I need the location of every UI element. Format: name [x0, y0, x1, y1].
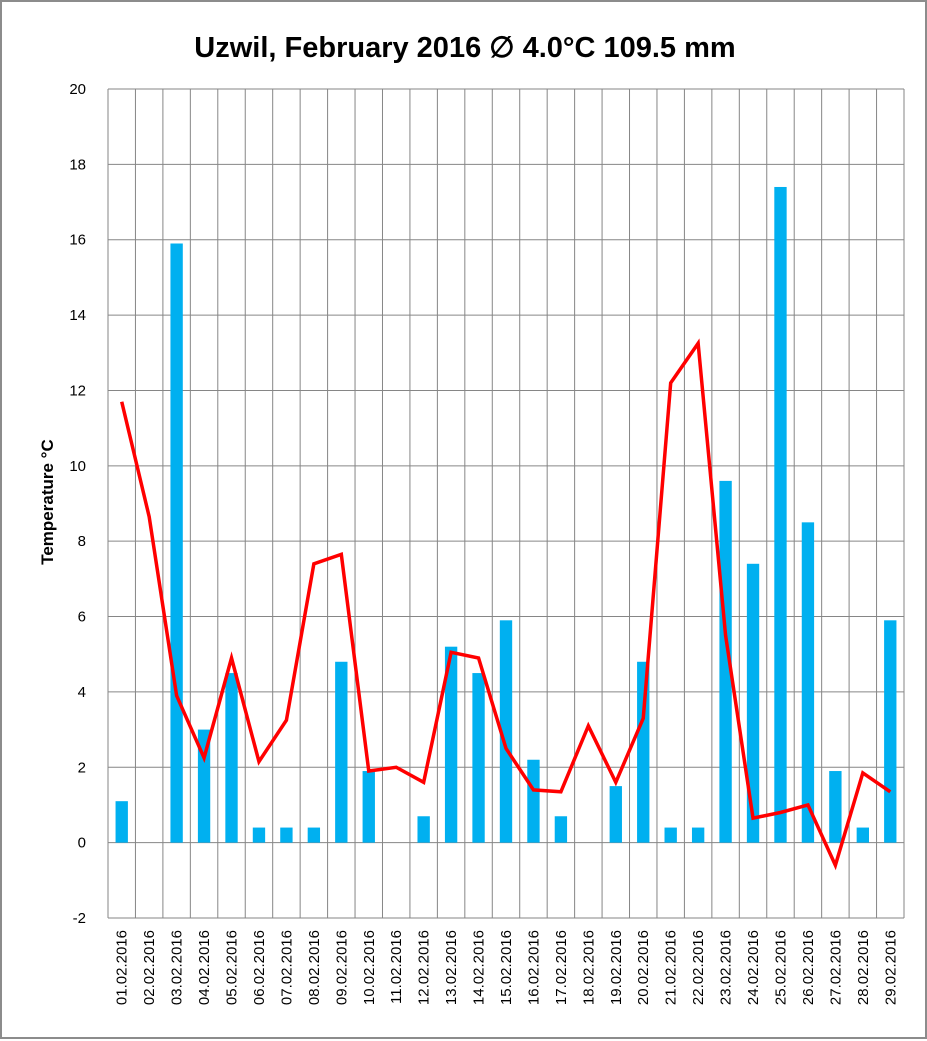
precipitation-bar	[280, 828, 292, 843]
y-tick-label: 0	[78, 835, 86, 852]
y-tick-label: 14	[69, 307, 86, 324]
precipitation-bar	[857, 828, 869, 843]
precipitation-bar	[610, 786, 622, 843]
precipitation-bar	[637, 662, 649, 843]
precipitation-bar	[555, 816, 567, 842]
x-tick-label: 05.02.2016	[224, 930, 241, 1005]
x-tick-label: 12.02.2016	[416, 930, 433, 1005]
x-tick-label: 21.02.2016	[663, 930, 680, 1005]
precipitation-bar	[253, 828, 265, 843]
precipitation-bar	[170, 243, 182, 842]
y-tick-label: -2	[73, 910, 86, 927]
x-tick-label: 22.02.2016	[690, 930, 707, 1005]
x-tick-label: 16.02.2016	[525, 930, 542, 1005]
precipitation-bar	[692, 828, 704, 843]
x-tick-label: 27.02.2016	[827, 930, 844, 1005]
x-tick-label: 24.02.2016	[745, 930, 762, 1005]
x-tick-label: 26.02.2016	[800, 930, 817, 1005]
precipitation-bar	[308, 828, 320, 843]
precipitation-bar	[527, 760, 539, 843]
y-tick-label: 16	[69, 232, 86, 249]
y-tick-label: 4	[78, 684, 86, 701]
x-tick-label: 01.02.2016	[114, 930, 131, 1005]
x-tick-label: 08.02.2016	[306, 930, 323, 1005]
precipitation-bar	[363, 771, 375, 843]
x-tick-label: 04.02.2016	[196, 930, 213, 1005]
y-axis-label: Temperature °C	[38, 439, 57, 565]
x-tick-label: 18.02.2016	[580, 930, 597, 1005]
x-tick-label: 06.02.2016	[251, 930, 268, 1005]
precipitation-bar	[225, 673, 237, 843]
precipitation-bar	[802, 522, 814, 842]
x-tick-label: 15.02.2016	[498, 930, 515, 1005]
x-tick-label: 23.02.2016	[718, 930, 735, 1005]
x-tick-label: 03.02.2016	[169, 930, 186, 1005]
precipitation-bar	[829, 771, 841, 843]
precipitation-bar	[665, 828, 677, 843]
x-tick-label: 19.02.2016	[608, 930, 625, 1005]
precipitation-bar	[417, 816, 429, 842]
chart-title: Uzwil, February 2016 ∅ 4.0°C 109.5 mm	[194, 32, 735, 64]
precipitation-bar	[116, 801, 128, 842]
x-tick-label: 25.02.2016	[772, 930, 789, 1005]
y-tick-label: 6	[78, 609, 86, 626]
y-tick-label: 10	[69, 458, 86, 475]
precipitation-bar	[774, 187, 786, 843]
x-tick-label: 02.02.2016	[141, 930, 158, 1005]
x-tick-label: 10.02.2016	[361, 930, 378, 1005]
y-tick-label: 8	[78, 533, 86, 550]
x-tick-label: 29.02.2016	[882, 930, 899, 1005]
y-tick-label: 2	[78, 759, 86, 776]
x-tick-label: 28.02.2016	[855, 930, 872, 1005]
x-tick-label: 07.02.2016	[278, 930, 295, 1005]
x-tick-label: 20.02.2016	[635, 930, 652, 1005]
precipitation-bar	[884, 620, 896, 842]
x-tick-label: 13.02.2016	[443, 930, 460, 1005]
x-tick-label: 09.02.2016	[333, 930, 350, 1005]
precipitation-bar	[472, 673, 484, 843]
y-tick-label: 12	[69, 382, 86, 399]
precipitation-bar	[335, 662, 347, 843]
x-tick-label: 17.02.2016	[553, 930, 570, 1005]
y-tick-label: 18	[69, 156, 86, 173]
x-tick-label: 14.02.2016	[471, 930, 488, 1005]
y-tick-label: 20	[69, 81, 86, 98]
x-tick-label: 11.02.2016	[388, 930, 405, 1004]
